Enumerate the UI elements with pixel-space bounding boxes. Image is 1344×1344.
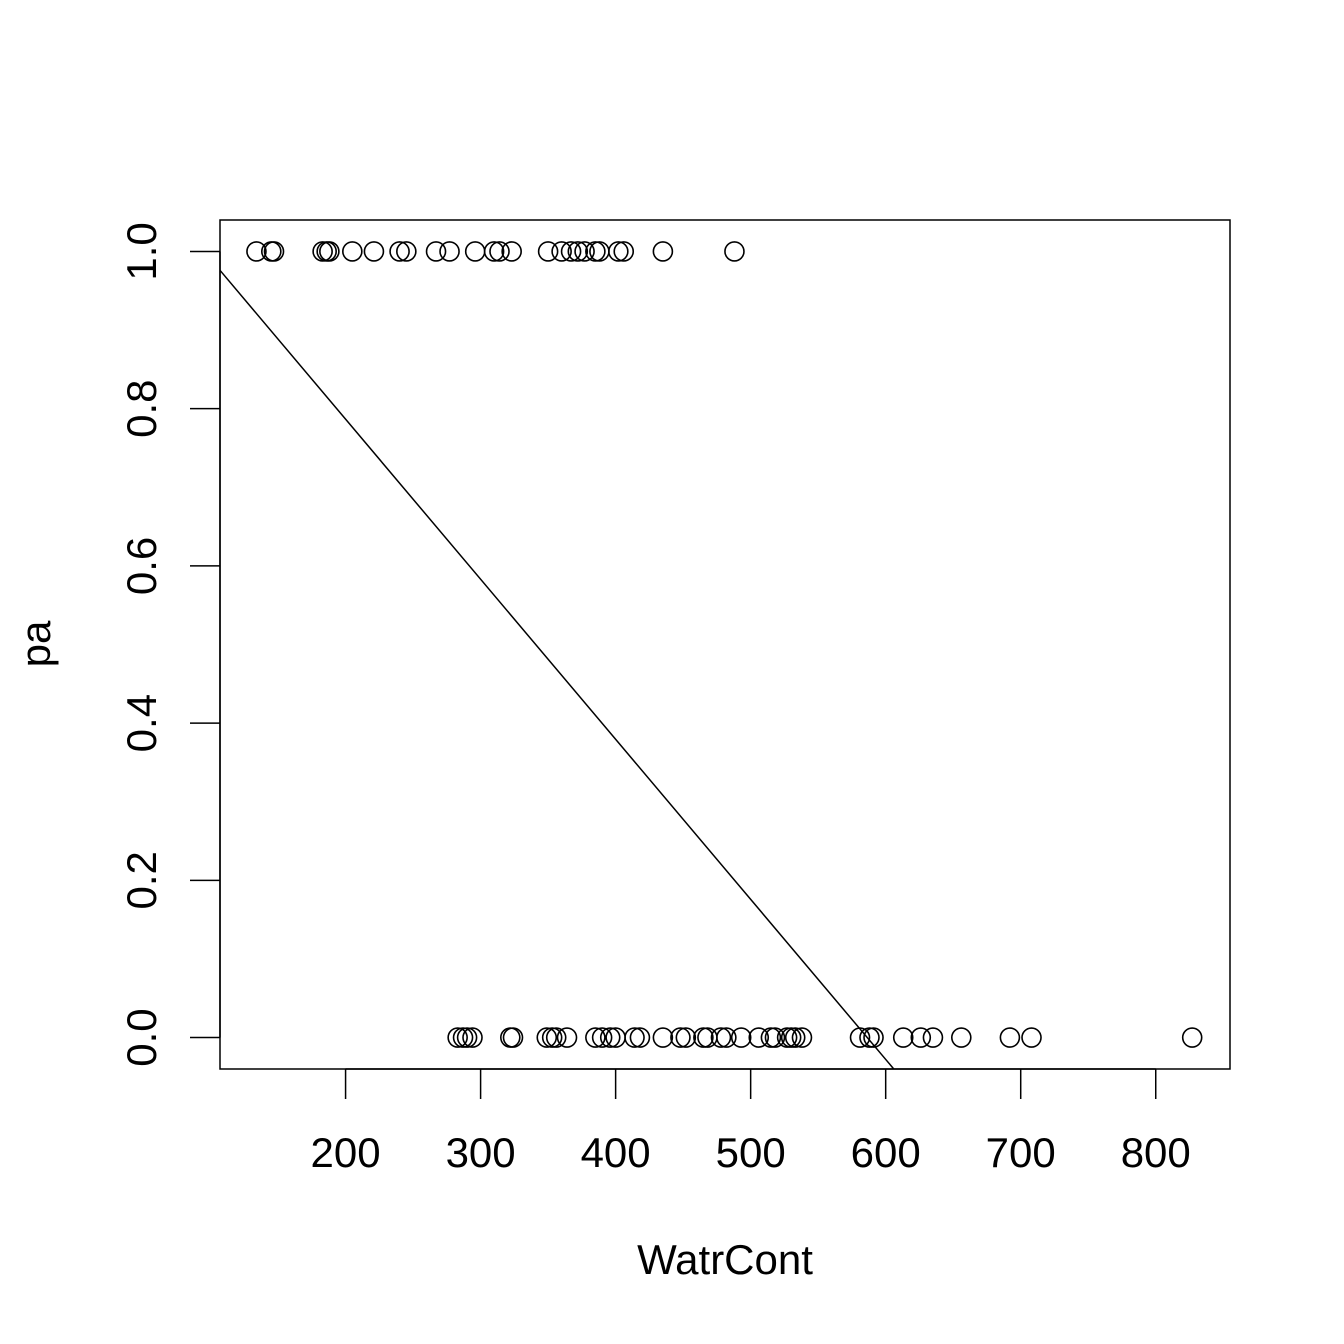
data-point	[780, 1027, 802, 1048]
data-point	[675, 1027, 697, 1048]
regression-line-layer	[219, 269, 895, 1070]
data-point	[589, 241, 610, 262]
x-tick-label: 600	[851, 1129, 921, 1176]
data-point	[585, 241, 606, 262]
data-point	[608, 241, 629, 262]
data-point	[363, 241, 385, 262]
fit-line	[219, 269, 895, 1070]
y-tick-label: 0.2	[118, 851, 165, 909]
data-point	[567, 241, 589, 262]
data-point	[730, 1027, 752, 1048]
x-axis-label: WatrCont	[637, 1236, 813, 1283]
data-point	[892, 1027, 914, 1048]
y-axis-label: pa	[12, 620, 59, 667]
data-point	[652, 241, 674, 262]
data-point	[462, 1027, 483, 1048]
data-point	[1021, 1027, 1042, 1048]
data-point	[312, 241, 333, 262]
data-point	[447, 1027, 468, 1048]
y-tick-label: 0.4	[118, 694, 165, 752]
x-axis: 200 300 400 500 600 700 800	[311, 1068, 1191, 1176]
data-point	[585, 1027, 606, 1048]
data-point	[624, 1027, 645, 1048]
data-point	[319, 241, 340, 262]
data-point	[342, 241, 363, 262]
y-axis: 0.0 0.2 0.4 0.6 0.8 1.0	[118, 222, 221, 1067]
data-point	[910, 1027, 932, 1048]
y-tick-label: 1.0	[118, 222, 165, 280]
y-tick-label: 0.8	[118, 379, 165, 437]
x-tick-label: 300	[446, 1129, 516, 1176]
x-tick-label: 400	[581, 1129, 651, 1176]
data-point	[541, 1027, 563, 1048]
x-tick-label: 700	[986, 1129, 1056, 1176]
data-point	[859, 1027, 880, 1048]
data-point	[556, 1027, 578, 1048]
data-point	[629, 1027, 651, 1048]
data-point	[748, 1027, 770, 1048]
data-point	[776, 1027, 798, 1048]
data-point	[489, 241, 510, 262]
data-point	[560, 241, 582, 262]
data-point	[613, 241, 635, 262]
data-point	[716, 1027, 737, 1048]
data-point	[605, 1027, 626, 1048]
data-point	[764, 1027, 786, 1048]
data-point	[693, 1027, 714, 1048]
data-point	[396, 241, 417, 262]
data-points-layer	[246, 241, 1203, 1048]
data-point	[456, 1027, 478, 1048]
y-tick-label: 0.0	[118, 1008, 165, 1066]
data-point	[710, 1027, 732, 1048]
x-tick-label: 200	[311, 1129, 381, 1176]
data-point	[389, 241, 410, 262]
data-point	[863, 1027, 884, 1048]
data-point	[849, 1027, 871, 1048]
data-point	[551, 241, 572, 262]
data-point	[501, 241, 522, 262]
x-tick-label: 500	[716, 1129, 786, 1176]
data-point	[502, 1027, 524, 1048]
data-point	[545, 1027, 567, 1048]
data-point	[922, 1027, 944, 1048]
x-tick-label: 800	[1121, 1129, 1191, 1176]
data-point	[452, 1027, 474, 1048]
data-point	[791, 1027, 813, 1048]
data-point	[464, 241, 486, 262]
data-point	[574, 241, 595, 262]
data-point	[950, 1027, 972, 1048]
data-point	[537, 241, 559, 262]
data-point	[652, 1027, 674, 1048]
data-point	[724, 241, 745, 262]
data-point	[784, 1027, 806, 1048]
plot-frame	[219, 219, 1231, 1070]
data-point	[999, 1027, 1021, 1048]
data-point	[425, 241, 447, 262]
data-point	[439, 241, 460, 262]
data-point	[670, 1027, 691, 1048]
y-tick-label: 0.6	[118, 537, 165, 595]
data-point	[1181, 1027, 1203, 1048]
data-point	[760, 1027, 782, 1048]
data-point	[591, 1027, 613, 1048]
data-point	[246, 241, 267, 262]
data-point	[483, 241, 505, 262]
data-point	[599, 1027, 621, 1048]
data-point	[263, 241, 285, 262]
data-point	[536, 1027, 558, 1048]
